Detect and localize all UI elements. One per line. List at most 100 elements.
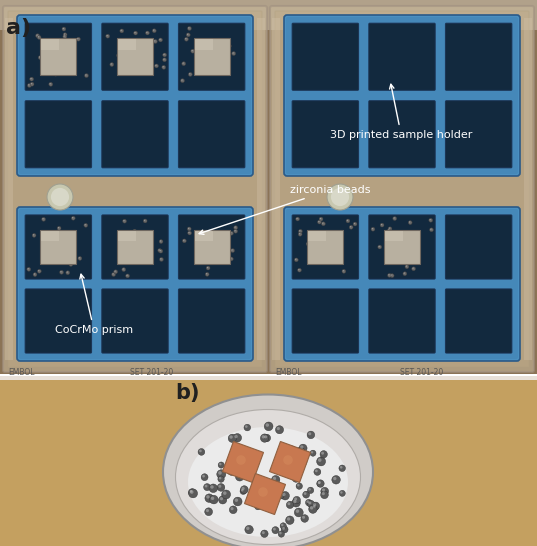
Circle shape — [188, 489, 198, 498]
Circle shape — [246, 472, 253, 480]
Circle shape — [222, 490, 230, 499]
Text: b): b) — [175, 383, 200, 403]
Circle shape — [47, 184, 73, 210]
Circle shape — [317, 480, 324, 487]
Circle shape — [64, 33, 65, 35]
Bar — [5, 18, 13, 360]
FancyBboxPatch shape — [369, 289, 435, 353]
Circle shape — [37, 34, 38, 36]
Circle shape — [204, 254, 208, 258]
Circle shape — [45, 48, 46, 49]
Circle shape — [160, 258, 162, 259]
Circle shape — [296, 218, 297, 219]
Circle shape — [188, 232, 190, 233]
Circle shape — [38, 56, 42, 60]
Circle shape — [405, 265, 409, 269]
Circle shape — [200, 48, 202, 50]
Circle shape — [388, 274, 391, 277]
Circle shape — [65, 235, 69, 239]
Circle shape — [127, 261, 132, 265]
Circle shape — [280, 523, 286, 529]
Circle shape — [43, 233, 45, 234]
Circle shape — [134, 247, 135, 248]
Circle shape — [192, 50, 193, 51]
Circle shape — [70, 236, 74, 240]
Circle shape — [163, 58, 165, 60]
Circle shape — [311, 451, 313, 454]
Circle shape — [293, 467, 300, 473]
Circle shape — [39, 56, 40, 58]
Circle shape — [281, 524, 284, 526]
Circle shape — [34, 274, 35, 275]
Circle shape — [405, 265, 407, 267]
Circle shape — [128, 262, 129, 263]
Circle shape — [412, 268, 413, 269]
Circle shape — [307, 500, 309, 503]
Text: EMBOL: EMBOL — [275, 368, 301, 377]
Circle shape — [318, 221, 320, 222]
Circle shape — [206, 273, 207, 275]
Circle shape — [299, 230, 301, 232]
Circle shape — [247, 474, 250, 477]
Circle shape — [277, 491, 284, 499]
Circle shape — [32, 234, 36, 238]
Circle shape — [322, 489, 325, 491]
Circle shape — [228, 434, 236, 442]
Circle shape — [205, 494, 213, 502]
Circle shape — [389, 228, 390, 229]
Circle shape — [148, 244, 149, 245]
Circle shape — [63, 34, 67, 39]
Circle shape — [187, 231, 192, 235]
Circle shape — [307, 500, 315, 508]
Circle shape — [122, 268, 126, 271]
Circle shape — [159, 39, 161, 40]
Circle shape — [237, 474, 240, 477]
Circle shape — [372, 228, 373, 229]
Circle shape — [63, 68, 64, 69]
Circle shape — [229, 257, 233, 261]
Circle shape — [198, 449, 205, 455]
Circle shape — [310, 506, 313, 509]
Circle shape — [219, 477, 221, 479]
Circle shape — [111, 63, 112, 64]
Circle shape — [401, 254, 402, 255]
Circle shape — [130, 53, 134, 57]
Circle shape — [159, 258, 163, 262]
Circle shape — [331, 188, 349, 206]
Circle shape — [205, 508, 213, 515]
Circle shape — [218, 471, 222, 474]
FancyBboxPatch shape — [25, 289, 91, 353]
Circle shape — [120, 29, 124, 33]
Circle shape — [120, 29, 122, 31]
Circle shape — [122, 219, 127, 223]
Circle shape — [277, 427, 280, 430]
Circle shape — [408, 221, 412, 224]
Bar — [118, 231, 136, 241]
Circle shape — [220, 497, 223, 500]
Circle shape — [262, 531, 265, 534]
Circle shape — [292, 498, 300, 507]
FancyBboxPatch shape — [102, 23, 168, 90]
Circle shape — [302, 516, 305, 519]
Circle shape — [321, 452, 324, 455]
FancyBboxPatch shape — [25, 215, 91, 279]
Circle shape — [219, 463, 222, 465]
Circle shape — [110, 63, 114, 67]
Circle shape — [208, 244, 210, 245]
Bar — [307, 230, 343, 264]
Circle shape — [321, 488, 329, 495]
Circle shape — [321, 255, 325, 259]
FancyBboxPatch shape — [19, 17, 251, 174]
Circle shape — [208, 61, 209, 62]
FancyBboxPatch shape — [178, 289, 245, 353]
Circle shape — [158, 38, 163, 42]
Circle shape — [66, 271, 70, 275]
Circle shape — [299, 229, 302, 233]
Circle shape — [141, 42, 142, 44]
Circle shape — [298, 233, 302, 236]
Circle shape — [190, 490, 192, 492]
Bar — [0, 378, 537, 546]
Bar — [118, 39, 136, 50]
Circle shape — [27, 84, 31, 87]
Circle shape — [126, 275, 128, 276]
